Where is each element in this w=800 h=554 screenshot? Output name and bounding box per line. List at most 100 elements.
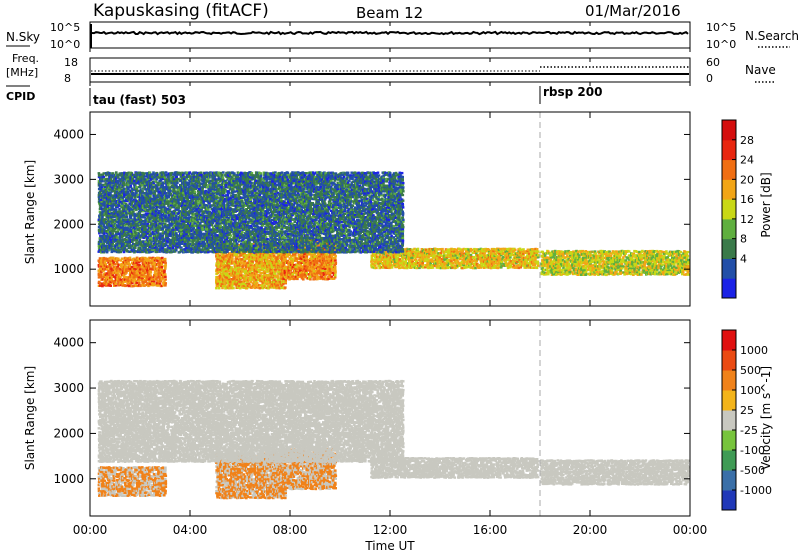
echo-cell [687,255,690,257]
nsky-label: N.Sky [6,30,40,44]
echo-cell [417,248,420,250]
echo-cell [620,269,623,271]
cpid-segment-2: rbsp 200 [543,85,602,99]
echo-cell [129,257,132,259]
echo-cell [235,258,238,260]
echo-cell [477,267,480,269]
echo-cell [119,276,122,278]
echo-cell [115,283,118,285]
echo-cell [331,276,334,278]
echo-cell [120,266,123,268]
date-title: 01/Mar/2016 [585,2,681,20]
power-echo-data [98,171,690,289]
echo-cell [441,248,444,250]
echo-cell [296,278,299,280]
echo-cell [164,284,167,286]
echo-cell [616,261,619,263]
echo-cell [131,266,134,268]
freq-label: Freq. [12,52,39,65]
nave-tick-low: 0 [706,72,713,85]
echo-cell [226,270,229,272]
echo-cell [624,259,627,261]
echo-cell [224,273,227,275]
echo-cell [243,258,246,260]
echo-cell [160,266,163,268]
echo-cell [135,282,138,284]
echo-cell [231,258,234,260]
echo-cell [129,264,132,266]
freq-tick-high: 18 [64,56,78,69]
nsky-panel: N.Sky 10^5 10^0 10^5 10^0 N.Search [6,21,799,51]
cpid-segment-1: tau (fast) 503 [93,93,186,107]
echo-cell [687,273,690,275]
echo-cell [309,278,312,280]
echo-cell [216,268,219,270]
echo-cell [154,270,157,272]
echo-cell [537,254,540,256]
echo-cell [117,258,120,260]
echo-cell [224,258,227,260]
echo-cell [391,266,394,268]
echo-cell [374,264,377,266]
echo-cell [152,282,155,284]
echo-cell [520,249,523,251]
echo-cell [161,257,164,259]
echo-cell [161,263,164,265]
echo-cell [513,264,516,266]
echo-cell [100,199,103,201]
echo-cell [273,254,276,256]
echo-cell [594,250,597,252]
echo-cell [643,265,646,267]
echo-cell [268,279,271,281]
echo-cell [232,287,235,289]
nsearch-tick-high: 10^5 [706,21,736,34]
echo-cell [284,258,287,260]
echo-cell [595,252,598,254]
nave-label: Nave [745,63,776,77]
echo-cell [566,255,569,257]
echo-cell [109,285,112,287]
echo-cell [562,272,565,274]
echo-cell [682,271,685,273]
echo-cell [302,278,305,280]
echo-cell [149,274,152,276]
nsky-trace [92,32,688,34]
echo-cell [687,259,690,261]
echo-cell [282,283,285,285]
echo-cell [272,258,275,260]
echo-cell [560,257,563,259]
echo-cell [128,285,131,287]
echo-cell [536,248,539,250]
echo-cell [164,282,167,284]
echo-cell [334,255,337,257]
echo-cell [607,255,610,257]
echo-cell [665,250,668,252]
echo-cell [427,256,430,258]
echo-cell [114,263,117,265]
echo-cell [220,260,223,262]
echo-cell [334,259,337,261]
echo-cell [638,271,641,273]
echo-cell [675,271,678,273]
echo-cell [103,172,106,174]
echo-cell [594,273,597,275]
echo-cell [240,262,243,264]
echo-cell [103,232,106,234]
echo-cell [120,279,123,281]
echo-cell [687,265,690,267]
echo-cell [100,276,103,278]
echo-cell [591,261,594,263]
echo-cell [334,266,337,268]
echo-cell [491,260,494,262]
echo-cell [553,263,556,265]
power-panel: 4000300020001000 Slant Range [km] 282420… [23,112,773,306]
radar-figure: Kapuskasing (fitACF) Beam 12 01/Mar/2016… [0,0,800,554]
echo-cell [640,273,643,275]
echo-cell [324,276,327,278]
cpid-row: CPID tau (fast) 503 rbsp 200 [6,85,602,107]
echo-cell [138,282,141,284]
echo-cell [605,274,608,276]
echo-cell [470,254,473,256]
echo-cell [661,263,664,265]
echo-cell [334,274,337,276]
